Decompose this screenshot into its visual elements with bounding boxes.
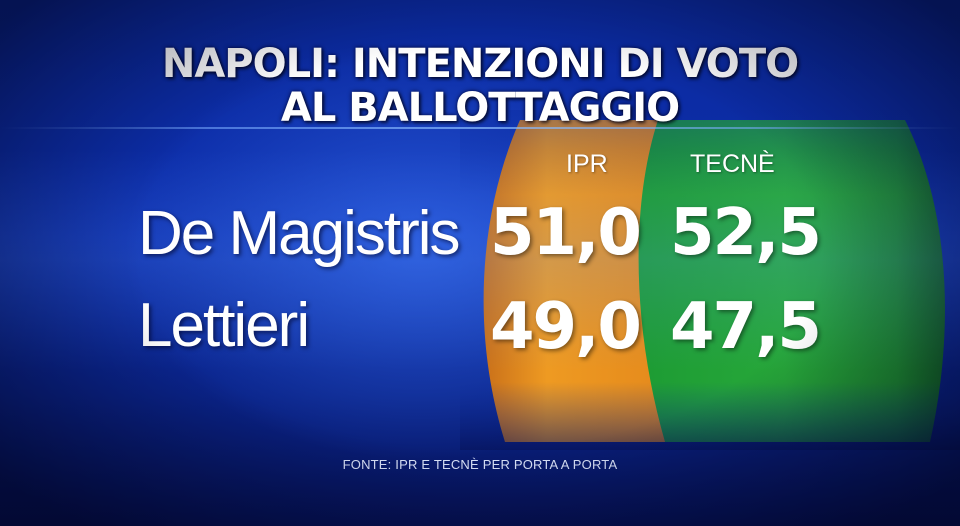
title-line-1: NAPOLI: INTENZIONI DI VOTO (161, 41, 799, 87)
source-note: FONTE: IPR E TECNÈ PER PORTA A PORTA (342, 457, 618, 472)
row-label-lettieri: Lettieri (138, 291, 310, 360)
value-lettieri-ipr: 49,0 (490, 290, 642, 364)
title-line-2: AL BALLOTTAGGIO (280, 85, 680, 131)
value-de-magistris-tecne: 52,5 (670, 196, 822, 270)
row-label-de-magistris: De Magistris (138, 199, 461, 268)
value-de-magistris-ipr: 51,0 (490, 196, 642, 270)
column-header-tecne: TECNÈ (690, 150, 775, 178)
page-title: NAPOLI: INTENZIONI DI VOTO AL BALLOTTAGG… (0, 42, 960, 130)
column-header-ipr: IPR (566, 150, 608, 178)
value-lettieri-tecne: 47,5 (670, 290, 822, 364)
